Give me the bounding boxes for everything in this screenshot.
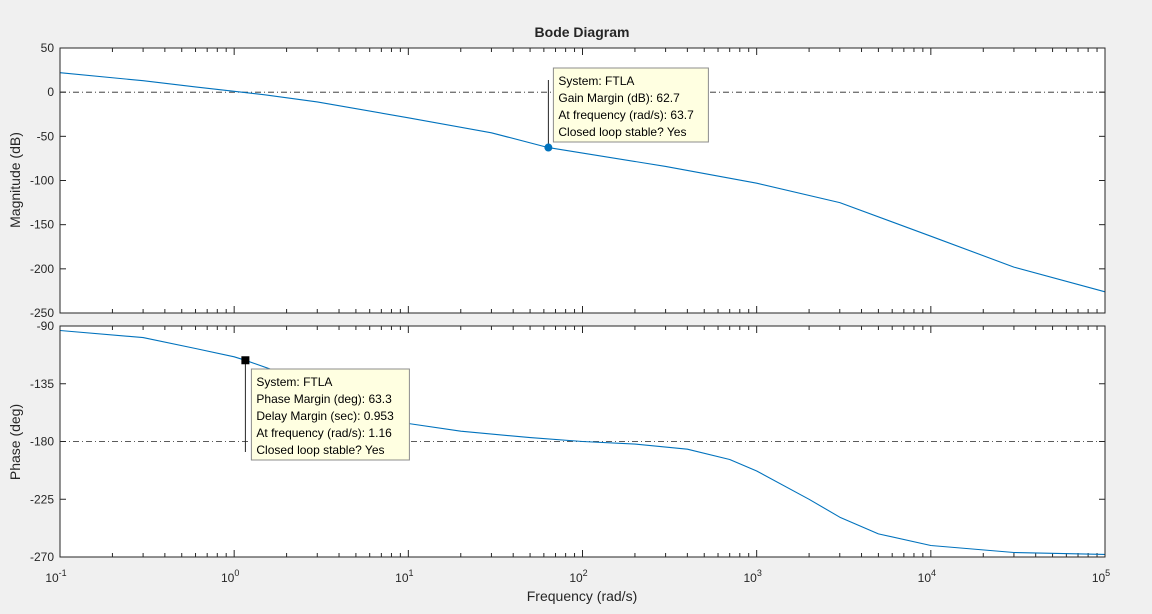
x-tick-label: 104 [918,568,936,585]
magnitude-axes-frame [59,47,1106,314]
phase-y-tick-label: -180 [30,435,54,449]
x-axis-label: Frequency (rad/s) [527,588,637,604]
magnitude-y-tick-label: 0 [47,85,54,99]
magnitude-series-line [59,72,1106,293]
x-tick-label: 101 [395,568,413,585]
magnitude-y-tick-label: -200 [30,262,54,276]
phase-series-line [59,329,1106,555]
phase-y-tick-label: -270 [30,550,54,564]
datatip-line: Closed loop stable? Yes [558,125,686,139]
phase-datatip: System: FTLA Phase Margin (deg): 63.3 Dela… [244,360,410,461]
magnitude-y-tick-label: -100 [30,174,54,188]
datatip-line: At frequency (rad/s): 1.16 [256,426,392,440]
datatip-line: Delay Margin (sec): 0.953 [256,409,394,423]
chart-title: Bode Diagram [535,24,630,40]
x-tick-label: 105 [1092,568,1110,585]
phase-y-tick-label: -135 [30,377,54,391]
x-tick-label: 103 [743,568,761,585]
datatip-line: Closed loop stable? Yes [256,443,384,457]
phase-y-tick-label: -90 [37,319,55,333]
magnitude-y-tick-label: -250 [30,306,54,320]
magnitude-panel: 50 0 -50 -100 -150 -200 -250 System: FTLA Gain M… [30,41,1106,320]
magnitude-y-tick-label: -150 [30,218,54,232]
phase-axes-frame [59,325,1106,558]
phase-axis-label: Phase (deg) [7,404,23,480]
magnitude-axis-label: Magnitude (dB) [7,132,23,228]
magnitude-datatip: System: FTLA Gain Margin (dB): 62.7 At fre… [547,67,709,148]
x-tick-label: 10-1 [45,568,66,585]
datatip-line: At frequency (rad/s): 63.7 [558,108,694,122]
magnitude-y-tick-label: 50 [41,41,55,55]
x-tick-label: 102 [569,568,587,585]
datatip-line: Phase Margin (deg): 63.3 [256,392,392,406]
magnitude-marker [544,143,553,152]
datatip-line: System: FTLA [558,74,634,88]
datatip-box [250,368,410,461]
datatip-line: System: FTLA [256,375,332,389]
datatip-line: Gain Margin (dB): 62.7 [558,91,680,105]
magnitude-y-tick-label: -50 [37,129,55,143]
x-tick-label: 100 [221,568,239,585]
phase-y-tick-label: -225 [30,492,54,506]
phase-panel: -90 -135 -180 -225 -270 System: FTLA Phase Mar… [30,319,1106,564]
phase-marker [241,356,250,365]
datatip-box [552,67,709,143]
